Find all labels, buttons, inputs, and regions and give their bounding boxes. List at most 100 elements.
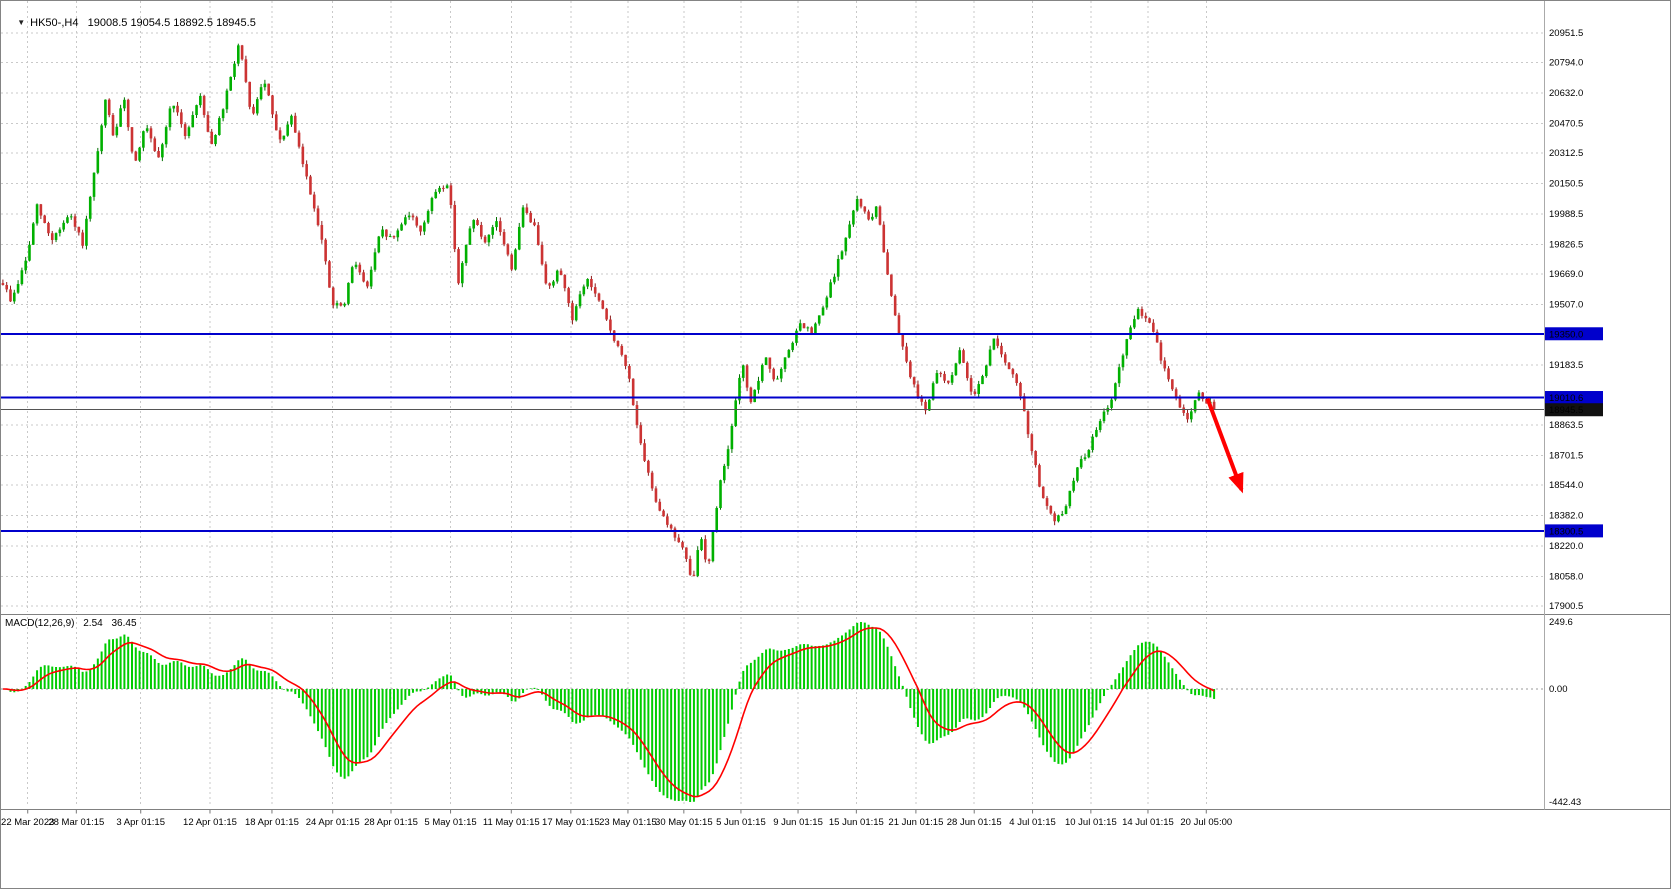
candle [153,138,157,151]
candle [77,226,81,233]
candle [631,378,635,406]
candle [563,274,567,289]
candle [711,530,715,562]
candle [650,472,654,489]
price-tick-label: 19183.5 [1549,360,1583,371]
candle [647,460,650,473]
candle [510,254,513,270]
price-axis[interactable]: 20951.5 20794.0 20632.0 20470.5 20312.5 20150… [1545,28,1603,808]
time-label: 24 Apr 01:15 [306,817,360,828]
candle [104,99,107,126]
candle [206,114,210,132]
candle [855,199,859,211]
time-label: 3 Apr 01:15 [116,817,165,828]
candle [578,294,582,307]
hline-price-tag [1545,524,1603,538]
candle [874,206,878,217]
candle [464,244,468,264]
candle [924,401,927,411]
candle [909,361,912,378]
candle [1114,383,1117,400]
candle [434,191,438,199]
candle [9,289,12,302]
candle [476,220,479,225]
time-label: 30 May 01:15 [655,817,713,828]
candle [400,224,403,231]
candle [1212,401,1216,410]
price-tick-label: 20312.5 [1549,148,1583,159]
candle [666,516,669,525]
candle [369,269,373,287]
candle [225,90,229,110]
price-tick-label: 18863.5 [1549,420,1583,431]
candle [962,350,965,363]
price-tick-label: 20150.5 [1549,178,1583,189]
candle [100,125,103,152]
candle [616,340,620,346]
symbol-dropdown-icon[interactable]: ▼ [17,18,26,27]
candle [381,229,384,237]
candle [430,198,434,212]
time-label: 5 May 01:15 [424,817,476,828]
price-tick-label: 18701.5 [1549,451,1583,462]
candle [802,323,806,329]
candle [28,244,31,261]
horizontal-lines[interactable] [1,332,1544,532]
candle [521,207,525,227]
candle [449,185,453,205]
candle [692,574,696,576]
candle [1159,342,1163,361]
candle [1038,465,1041,487]
candle [263,83,267,88]
candle [69,216,73,218]
candle [419,225,422,232]
candle [529,212,532,223]
candle [715,507,719,531]
gridlines [1,1,1544,807]
candle [328,261,331,288]
macd-name: MACD(12,26,9) [5,618,75,629]
candle [335,303,339,306]
candle [814,323,817,335]
candle [628,365,631,379]
price-tag-label: 19010.6 [1549,393,1583,404]
candle [681,542,684,548]
candle [297,132,301,147]
candle [745,365,749,388]
candle [407,215,411,218]
candle [981,376,984,385]
candle [73,216,77,227]
candle [734,400,737,426]
candle [366,281,369,287]
candle [66,217,69,223]
candle [1117,367,1121,384]
candle [1007,362,1011,370]
price-tag-label: 18945.5 [1549,405,1583,416]
candle [35,204,39,224]
trend-arrow[interactable] [1205,397,1244,494]
candle [1095,429,1098,437]
candle [1193,400,1197,412]
candle [1110,399,1113,408]
price-tick-label: 20470.5 [1549,118,1583,129]
candle [905,346,908,362]
candle [168,108,172,128]
candle [654,488,658,502]
candle [187,127,191,136]
candle [810,327,813,335]
price-tick-label: 18544.0 [1549,480,1583,491]
candle [445,185,449,189]
candle [358,264,362,273]
candle [50,233,54,240]
candle [1186,412,1189,420]
candle [540,244,544,265]
candle [779,368,783,379]
candle [829,282,832,298]
candle [107,99,111,116]
macd-series [1,622,1544,802]
candle [404,217,407,225]
candle [111,115,115,136]
candle [1057,515,1060,522]
